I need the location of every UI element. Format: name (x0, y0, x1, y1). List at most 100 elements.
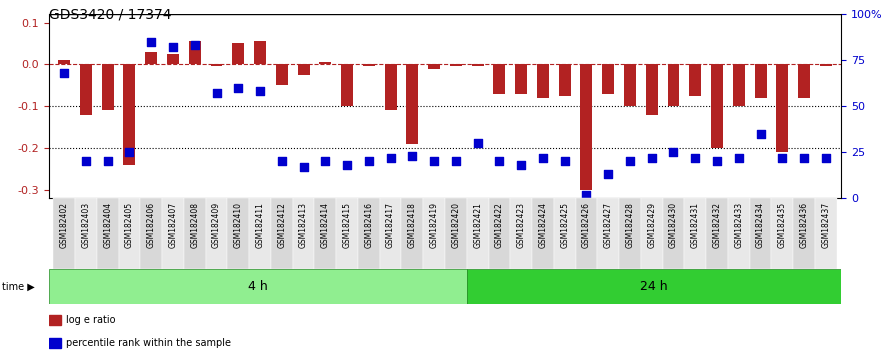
Text: GSM182437: GSM182437 (821, 202, 830, 248)
Point (775, 155, 789, 161)
Point (296, 164, 311, 170)
Point (253, 88, 267, 94)
Text: GSM182405: GSM182405 (125, 202, 134, 248)
Point (144, 39, 158, 45)
Bar (776, 64, 789, 152)
Text: 24 h: 24 h (640, 280, 668, 293)
Text: GSM182430: GSM182430 (669, 202, 678, 248)
Point (819, 155, 833, 161)
FancyBboxPatch shape (49, 269, 467, 304)
FancyBboxPatch shape (249, 198, 271, 269)
Text: GSM182402: GSM182402 (60, 202, 69, 248)
Bar (384, 64, 397, 110)
Point (209, 91, 223, 96)
Bar (232, 44, 244, 64)
Bar (450, 64, 462, 67)
Point (122, 149, 136, 155)
Text: GSM182418: GSM182418 (408, 202, 417, 248)
FancyBboxPatch shape (772, 198, 793, 269)
FancyBboxPatch shape (793, 198, 815, 269)
Bar (124, 64, 135, 165)
FancyBboxPatch shape (118, 198, 141, 269)
Bar (167, 54, 179, 64)
Bar (798, 64, 810, 98)
Bar (320, 62, 331, 64)
Text: time ▶: time ▶ (2, 282, 35, 292)
Point (623, 159, 637, 164)
Point (732, 155, 746, 161)
Text: GSM182406: GSM182406 (147, 202, 156, 248)
FancyBboxPatch shape (358, 198, 380, 269)
FancyBboxPatch shape (641, 198, 663, 269)
FancyBboxPatch shape (206, 198, 227, 269)
FancyBboxPatch shape (162, 198, 184, 269)
Text: GSM182422: GSM182422 (495, 202, 504, 248)
Bar (49, 338, 61, 348)
Point (319, 159, 333, 164)
Text: GSM182428: GSM182428 (626, 202, 635, 248)
Point (710, 159, 724, 164)
Bar (603, 64, 614, 94)
Text: GSM182419: GSM182419 (430, 202, 439, 248)
Text: GSM182403: GSM182403 (82, 202, 91, 248)
Text: GSM182414: GSM182414 (320, 202, 330, 248)
FancyBboxPatch shape (597, 198, 619, 269)
FancyBboxPatch shape (663, 198, 684, 269)
Bar (668, 64, 679, 106)
Point (384, 155, 398, 161)
FancyBboxPatch shape (510, 198, 532, 269)
Text: GSM182431: GSM182431 (691, 202, 700, 248)
Text: GSM182421: GSM182421 (473, 202, 482, 248)
Text: log e ratio: log e ratio (67, 315, 116, 325)
FancyBboxPatch shape (749, 198, 772, 269)
Bar (363, 64, 375, 67)
Point (361, 159, 376, 164)
Bar (58, 60, 70, 64)
Text: GSM182432: GSM182432 (713, 202, 722, 248)
Point (275, 159, 289, 164)
Point (514, 162, 529, 168)
Text: GSM182424: GSM182424 (538, 202, 547, 248)
Text: GSM182434: GSM182434 (756, 202, 765, 248)
Bar (493, 64, 506, 94)
Text: GSM182433: GSM182433 (734, 202, 743, 248)
Bar (515, 64, 527, 94)
FancyBboxPatch shape (467, 269, 841, 304)
Text: percentile rank within the sample: percentile rank within the sample (67, 338, 231, 348)
Bar (80, 64, 92, 115)
Bar (211, 64, 222, 67)
Point (79, 159, 93, 164)
Point (557, 159, 571, 164)
Text: GSM182409: GSM182409 (212, 202, 221, 248)
Bar (145, 52, 158, 64)
Point (57, 70, 71, 76)
Text: GSM182425: GSM182425 (560, 202, 570, 248)
Point (536, 155, 550, 161)
Bar (189, 41, 201, 64)
Bar (689, 64, 701, 96)
Text: GSM182427: GSM182427 (603, 202, 612, 248)
Point (471, 140, 485, 146)
Text: 4 h: 4 h (248, 280, 268, 293)
Bar (407, 64, 418, 144)
FancyBboxPatch shape (75, 198, 97, 269)
FancyBboxPatch shape (380, 198, 401, 269)
Text: GSM182415: GSM182415 (343, 202, 352, 248)
Point (797, 155, 811, 161)
FancyBboxPatch shape (815, 198, 837, 269)
FancyBboxPatch shape (141, 198, 162, 269)
Bar (820, 64, 832, 67)
Point (754, 131, 768, 137)
FancyBboxPatch shape (401, 198, 424, 269)
Point (340, 162, 354, 168)
Bar (101, 64, 114, 110)
Bar (646, 64, 658, 115)
FancyBboxPatch shape (271, 198, 293, 269)
FancyBboxPatch shape (728, 198, 749, 269)
Point (449, 159, 463, 164)
FancyBboxPatch shape (619, 198, 641, 269)
Text: GSM182429: GSM182429 (647, 202, 656, 248)
Bar (624, 64, 636, 106)
Text: GSM182417: GSM182417 (386, 202, 395, 248)
FancyBboxPatch shape (53, 198, 75, 269)
